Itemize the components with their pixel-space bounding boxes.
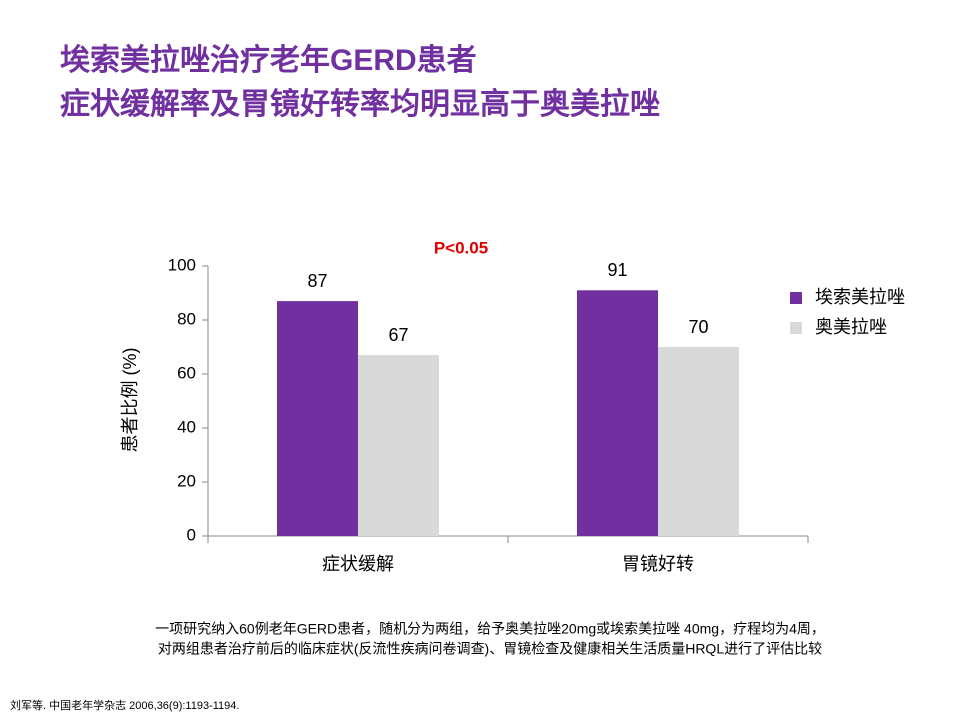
legend-swatch	[790, 292, 802, 304]
y-axis-label: 患者比例 (%)	[120, 348, 140, 453]
legend-label: 埃索美拉唑	[815, 287, 905, 307]
y-tick-label: 0	[187, 525, 196, 544]
y-tick-label: 20	[177, 471, 196, 490]
bar	[658, 347, 739, 536]
title-line: 症状缓解率及胃镜好转率均明显高于奥美拉唑	[60, 87, 660, 121]
x-tick-label: 症状缓解	[322, 554, 394, 574]
y-tick-label: 60	[177, 363, 196, 382]
legend-label: 奥美拉唑	[815, 317, 887, 337]
reference: 刘军等. 中国老年学杂志 2006,36(9):1193-1194.	[10, 698, 239, 712]
value-label: 70	[688, 317, 708, 337]
bar	[358, 355, 439, 536]
value-label: 91	[607, 260, 627, 280]
legend-swatch	[790, 322, 802, 334]
footnote: 一项研究纳入60例老年GERD患者，随机分为两组，给予奥美拉唑20mg或埃索美拉…	[155, 621, 825, 637]
bar	[577, 290, 658, 536]
y-tick-label: 80	[177, 309, 196, 328]
y-tick-label: 40	[177, 417, 196, 436]
y-tick-label: 100	[168, 255, 196, 274]
bar	[277, 301, 358, 536]
annotation: P<0.05	[434, 238, 488, 257]
title-line: 埃索美拉唑治疗老年GERD患者	[60, 43, 477, 77]
x-tick-label: 胃镜好转	[622, 554, 694, 574]
value-label: 87	[307, 271, 327, 291]
value-label: 67	[388, 325, 408, 345]
footnote: 对两组患者治疗前后的临床症状(反流性疾病问卷调查)、胃镜检查及健康相关生活质量H…	[158, 641, 822, 657]
